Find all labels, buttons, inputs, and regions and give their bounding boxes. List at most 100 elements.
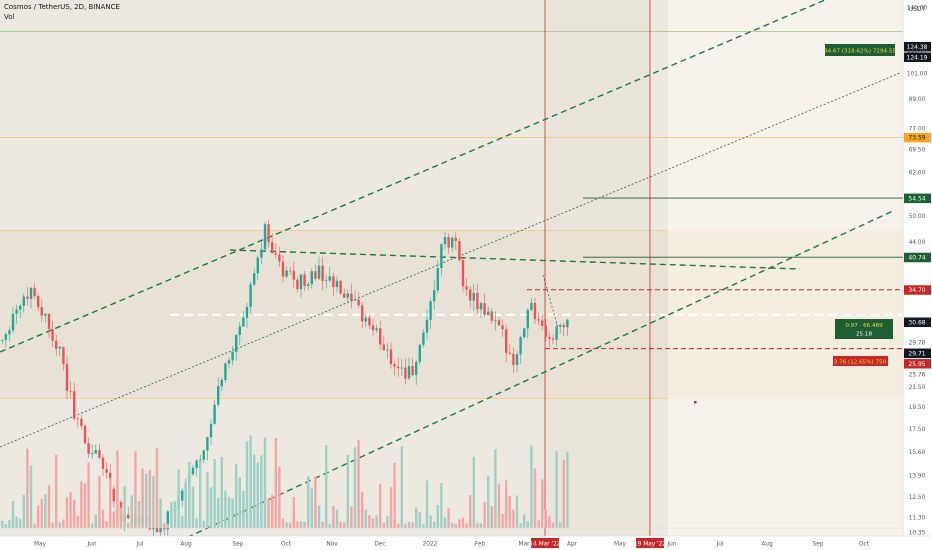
candle-body [224,363,227,380]
time-tick: Sep [813,542,824,548]
candle-body [562,325,565,328]
candle-body [245,306,249,318]
volume-bar [451,523,454,528]
volume-bar [238,477,241,528]
candle-body [537,319,540,321]
price-tag-bg [904,317,931,327]
volume-bar [404,523,407,528]
target-label-box [825,44,895,56]
volume-bar [116,450,119,528]
volume-bar [407,521,411,528]
volume-bar [148,470,151,528]
candle-body [1,339,4,341]
time-axis-bg [0,536,932,550]
candle-body [465,286,468,290]
candle-body [317,265,321,279]
candle-body [407,366,411,379]
volume-bar [472,456,475,528]
volume-indicator-label[interactable]: Vol [4,13,15,21]
candle-body [263,224,267,250]
price-tag: 54.54 [908,195,925,202]
volume-bar [40,498,43,528]
price-axis-bg [903,0,932,550]
price-tick: 77.00 [909,126,926,132]
volume-bar [206,471,209,528]
time-tick: May [34,542,47,548]
volume-bar [256,462,259,528]
candle-body [559,325,562,327]
candle-body [361,305,364,322]
price-tag-bg [904,285,931,295]
candle-body [400,367,403,369]
candle-body [155,526,159,533]
candle-body [490,311,493,321]
candle-body [127,514,130,519]
candle-body [62,346,65,365]
candle-body [425,319,429,333]
price-tag-bg [904,132,931,143]
volume-bar [443,517,447,528]
candle-body [440,244,443,269]
candle-body [436,268,439,291]
volume-bar [461,517,465,528]
price-tag-bg [904,52,931,62]
volume-bar [1,520,4,528]
position-label-box [835,319,893,339]
candle-body [310,271,313,285]
candle-body [40,307,43,316]
candle-body [58,346,61,349]
candle-body [256,257,259,274]
candle-body [220,379,223,387]
price-tag: 124.38 [907,44,928,51]
candle-body [523,328,526,338]
volume-bar [101,509,105,528]
candle-body [479,303,483,310]
candle-body [454,237,457,242]
time-tick: Feb [475,542,486,548]
candle-body [307,284,310,286]
volume-bar [562,459,565,528]
candle-body [83,425,87,444]
volume-bar [375,515,378,528]
volume-bar [422,523,425,528]
volume-bar [134,451,137,528]
candle-body [55,340,58,349]
volume-bar [386,516,389,528]
volume-bar [83,483,87,528]
volume-bar [454,523,457,528]
volume-bar [235,463,238,528]
symbol-title[interactable]: Cosmos / TetherUS, 2D, BINANCE [4,3,120,11]
volume-bar [22,494,25,528]
volume-bar [58,522,61,528]
volume-bar [26,448,29,528]
volume-bar [170,501,173,528]
price-tick: 12.50 [909,495,926,501]
candle-body [461,260,465,287]
candle-body [22,296,25,306]
volume-bar [533,468,537,528]
candle-body [91,453,94,455]
candle-body [343,293,346,298]
volume-bar [278,466,281,528]
time-tick: Oct [281,542,292,548]
candle-body [112,488,115,502]
candle-body [15,309,18,314]
candle-body [483,303,486,315]
volume-bar [418,512,421,528]
volume-bar [343,522,346,528]
time-tick: Sep [233,542,244,548]
candle-body [253,273,256,285]
time-tick: Jun [86,542,96,548]
candle-body [37,296,40,308]
volume-bar [501,514,504,528]
volume-bar [217,497,220,528]
candle-body [544,325,547,337]
price-tick: 15.60 [909,450,926,456]
volume-bar [371,518,375,528]
volume-bar [379,483,382,528]
candle-body [494,320,497,322]
candle-body [231,351,234,361]
volume-bar [476,523,479,528]
